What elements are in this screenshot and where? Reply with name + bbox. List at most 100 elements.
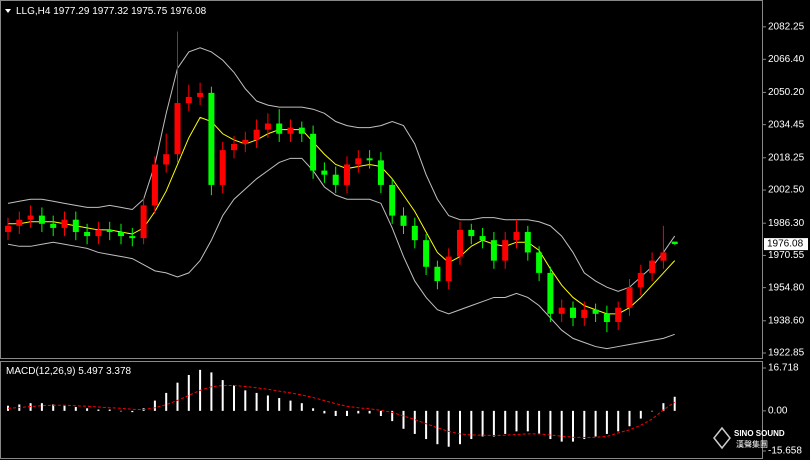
macd-bar [425, 410, 428, 440]
high: 1977.32 [92, 6, 129, 17]
macd-panel-frame [0, 361, 763, 459]
macd-bar [346, 410, 348, 416]
macd-bar [470, 410, 473, 440]
candle-body [377, 160, 384, 185]
candle-body [219, 150, 226, 185]
macd-bar [402, 410, 405, 429]
macd-bar [628, 410, 631, 427]
macd-bar [504, 410, 507, 434]
candle-body [502, 240, 509, 261]
candle-body [163, 154, 170, 165]
macd-bar [221, 380, 224, 411]
macd-bar [526, 410, 529, 432]
candle-body [72, 219, 79, 232]
candle-body [400, 215, 407, 226]
bollinger-band [7, 47, 676, 292]
candle-body [118, 231, 124, 237]
candle-body [264, 123, 271, 130]
y-tick-label: 1986.30 [768, 218, 805, 229]
candle-body [61, 219, 68, 228]
logo: SINO SOUND 漢聲集團 [713, 426, 785, 450]
macd-bar [639, 410, 642, 419]
macd-bar [120, 410, 122, 412]
macd-bar [572, 410, 574, 442]
candle-body [411, 225, 418, 241]
y-tick-label: 1938.60 [768, 315, 805, 326]
candle-body [389, 184, 396, 216]
macd-bar [549, 410, 552, 440]
candle-body [84, 231, 91, 237]
macd-bar [165, 392, 168, 411]
candle-body [253, 129, 260, 140]
macd-bar [515, 410, 518, 432]
candle-body [581, 309, 588, 318]
y-tick-label: 2034.45 [768, 119, 805, 130]
candle-body [27, 215, 34, 220]
macd-bar [187, 374, 190, 411]
candle-body [660, 252, 667, 261]
candle-body [310, 133, 317, 171]
signal-line [7, 384, 675, 439]
macd-bar [662, 403, 665, 411]
macd-bar [459, 410, 461, 445]
macd-bar [312, 408, 315, 411]
macd-bar [673, 396, 676, 411]
bollinger-band [7, 157, 675, 350]
candle-body [151, 164, 158, 206]
candle-body [106, 229, 113, 232]
header: LLG,H4 1977.29 1977.32 1975.75 1976.08 [16, 6, 207, 17]
candle-body [344, 164, 350, 185]
close: 1976.08 [170, 6, 207, 17]
candle-body [321, 170, 328, 175]
macd-bar [255, 392, 258, 411]
candle-body [208, 92, 215, 185]
macd-bar [391, 410, 394, 422]
y-tick-label: 2066.40 [768, 54, 805, 65]
moving-average [8, 116, 676, 315]
macd-bar [334, 410, 337, 416]
candle-body [615, 307, 622, 323]
macd-bar [108, 409, 111, 411]
candle-body [547, 272, 554, 314]
macd-bar [594, 410, 597, 437]
candle-body [513, 231, 520, 241]
y-tick-label: 2018.25 [768, 152, 805, 163]
macd-bar [323, 410, 326, 414]
y-tick-label: 2082.25 [768, 22, 805, 33]
candle-body [332, 174, 339, 185]
macd-bar [651, 410, 654, 412]
macd-bar [86, 408, 89, 411]
candle-body [592, 309, 599, 314]
candle-body [366, 158, 373, 161]
macd-bar [233, 385, 235, 411]
macd-title: MACD(12,26,9) [6, 366, 75, 377]
menu-arrow [5, 9, 11, 13]
macd-bar [357, 410, 360, 414]
candle-body [457, 229, 463, 257]
macd-bar [436, 410, 439, 445]
y-tick-label: 1922.85 [768, 348, 805, 359]
logo-text-cn: 漢聲集團 [736, 439, 768, 449]
low: 1975.75 [131, 6, 168, 17]
macd-bar [40, 403, 43, 411]
macd-bar [210, 372, 213, 411]
candle-body [5, 225, 11, 232]
candle-body [231, 144, 237, 151]
price-label: 1976.08 [767, 239, 804, 250]
macd-bar [278, 398, 281, 411]
candle-body [50, 223, 57, 228]
macd-bar [131, 410, 134, 413]
y-tick-label: -15.658 [768, 446, 802, 457]
candle-body [490, 240, 497, 261]
candle-body [355, 158, 362, 165]
candle-body [434, 266, 441, 282]
macd-header: MACD(12,26,9) 5.497 3.378 [6, 366, 132, 377]
y-tick-label: 2002.50 [768, 185, 805, 196]
macd-bar [481, 410, 484, 437]
macd-bar [560, 410, 563, 442]
macd-bar [97, 409, 100, 411]
macd-bar [447, 410, 450, 447]
y-tick-label: 1954.80 [768, 282, 805, 293]
candle-body [671, 241, 678, 245]
